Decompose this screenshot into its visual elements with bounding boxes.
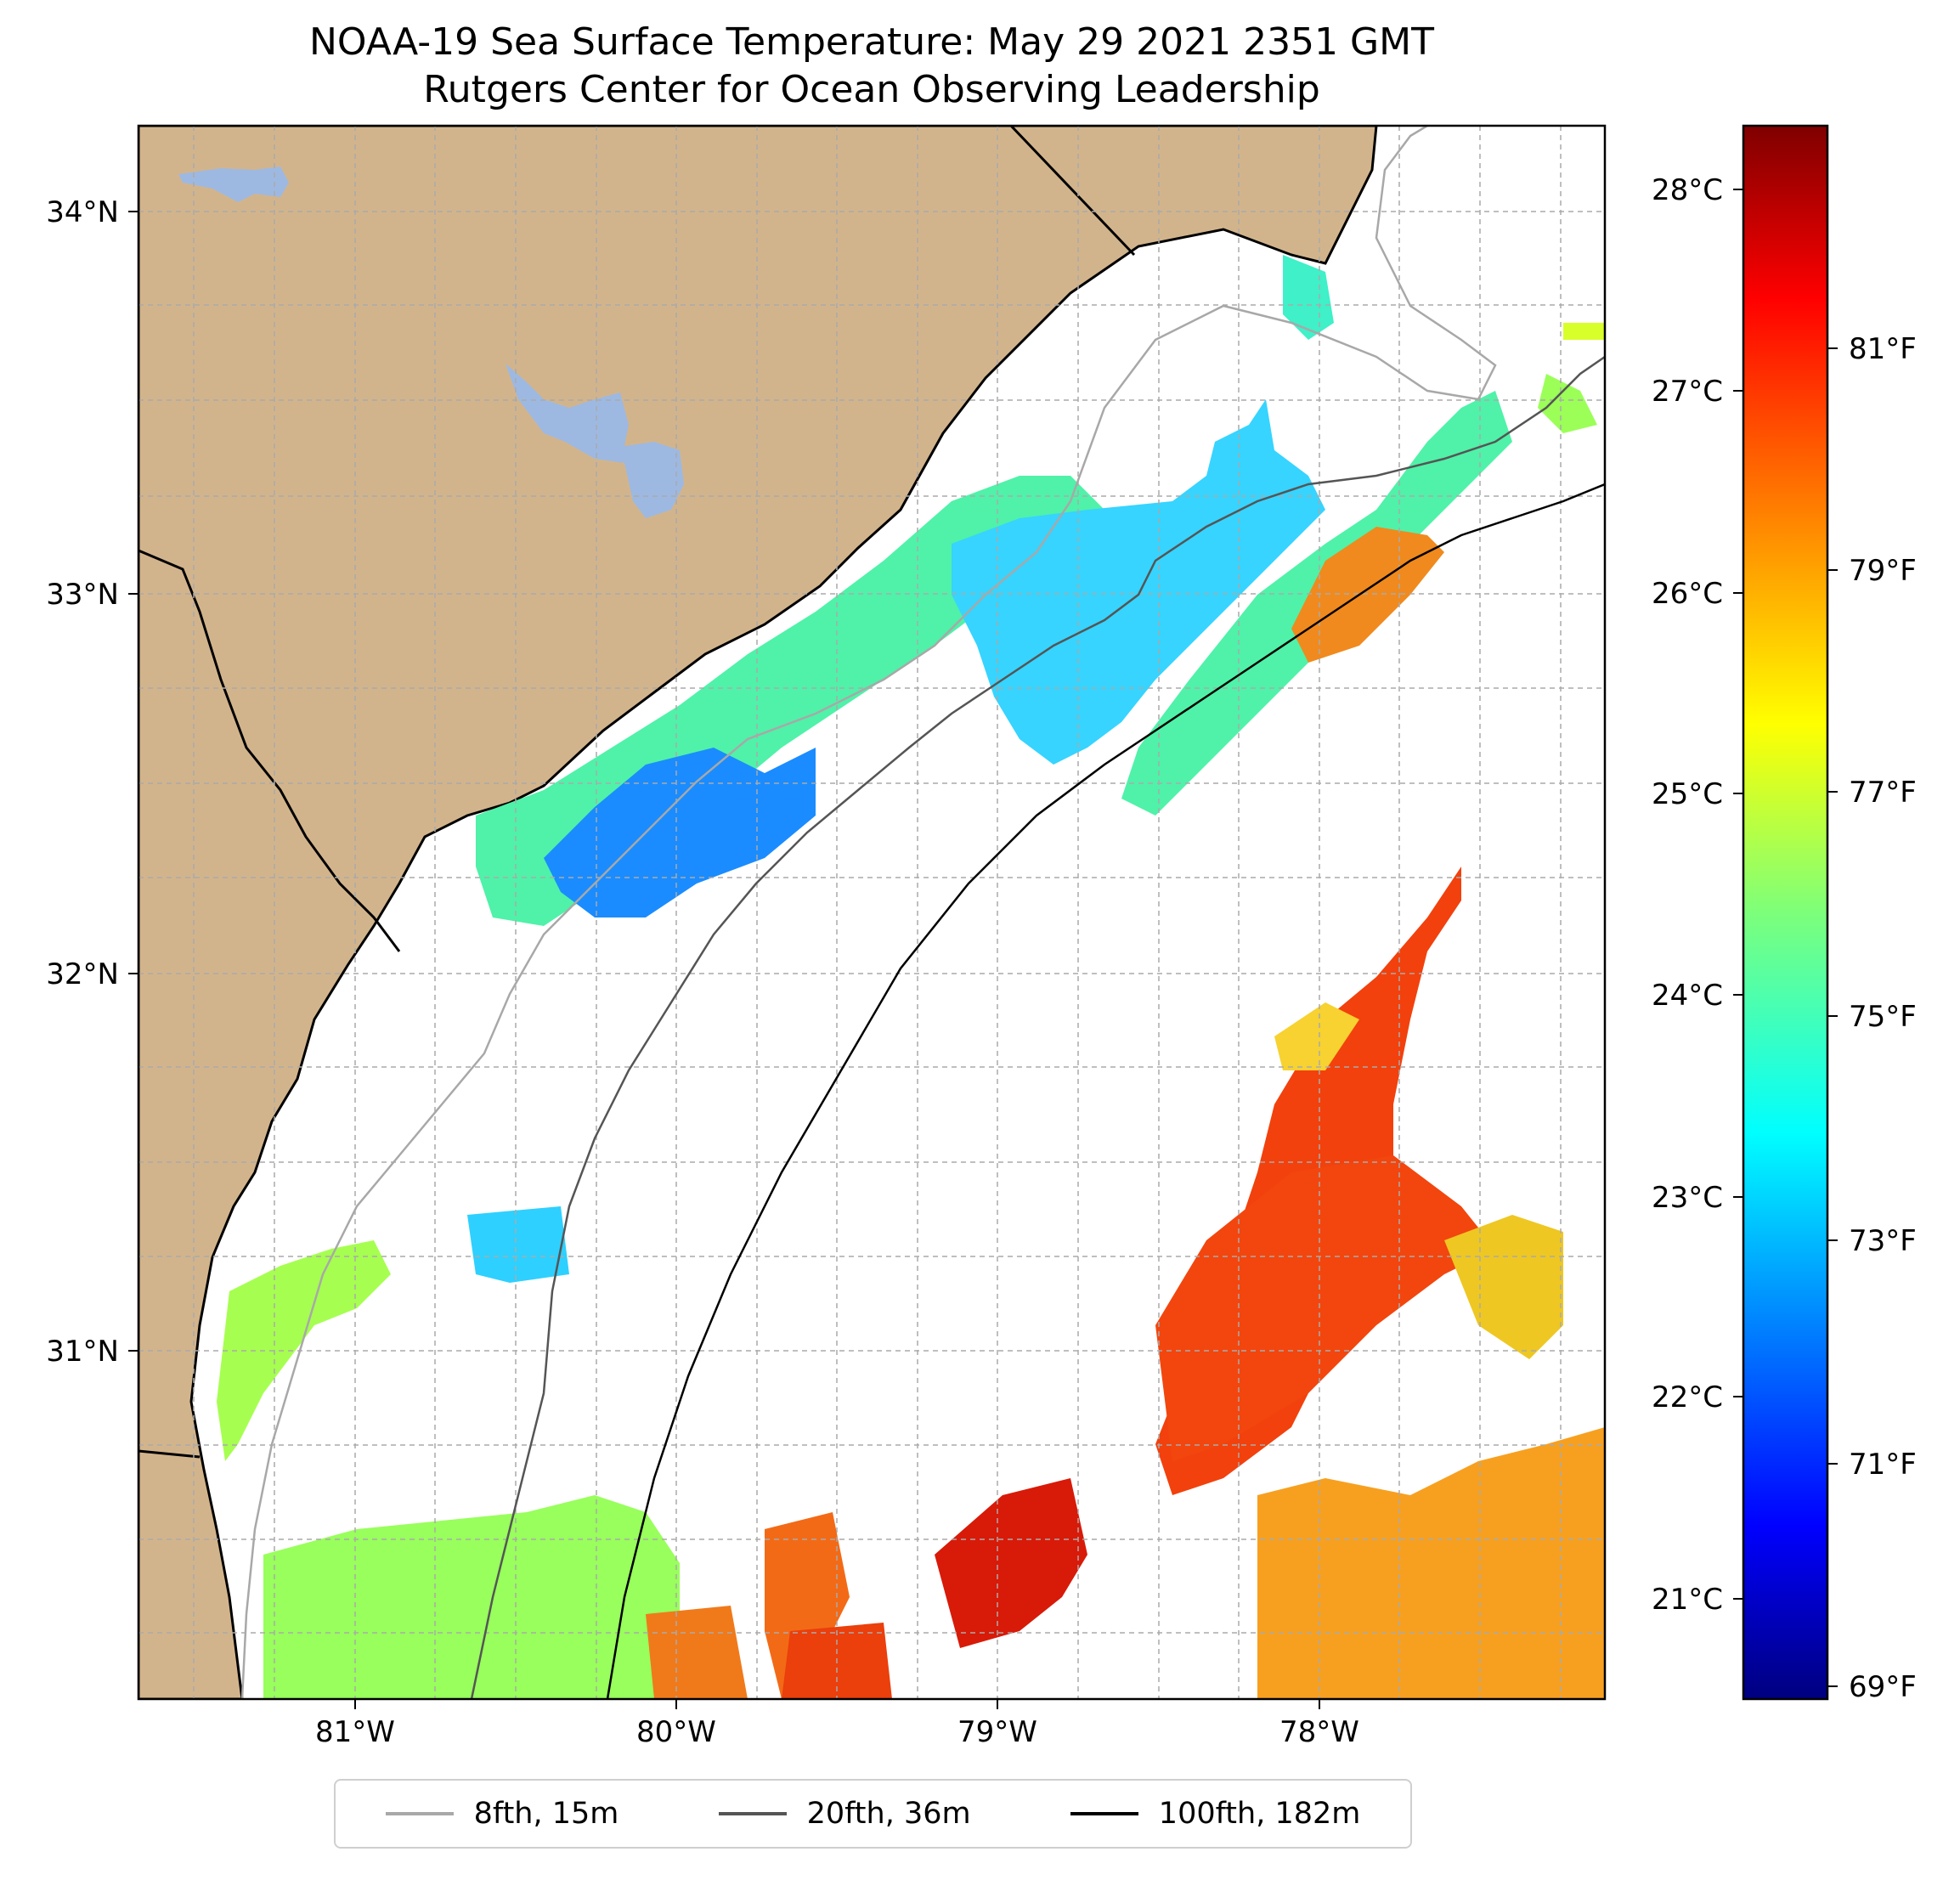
fahrenheit-label: 81°F [1849,332,1917,366]
sst-data-layer [217,255,1605,1699]
lon-label: 78°W [1279,1715,1359,1749]
map-frame [137,124,1607,1701]
celsius-label: 24°C [1652,979,1723,1013]
lon-label: 81°W [315,1715,395,1749]
sst-patch [1155,1155,1495,1461]
celsius-label: 27°C [1652,375,1723,409]
celsius-label: 21°C [1652,1583,1723,1617]
sst-patch [765,1512,850,1699]
sst-patch [935,1478,1087,1648]
map-content [138,126,1605,1699]
legend-entry-20fth: 20fth, 36m [718,1797,971,1831]
colorbar-gradient [1742,124,1829,1701]
sst-patch [263,1495,680,1699]
isobath-legend: 8fth, 15m 20fth, 36m 100fth, 182m [334,1779,1412,1849]
sst-patch [1291,527,1444,663]
state-border [1009,126,1136,257]
lon-axis: 81°W 80°W 79°W 78°W [315,1699,1359,1749]
fahrenheit-label: 69°F [1849,1670,1917,1704]
lat-label: 33°N [46,578,119,612]
legend-entry-8fth: 8fth, 15m [385,1797,619,1831]
land-area [138,126,1378,1699]
gridlines [138,126,1605,1699]
legend-label: 100fth, 182m [1158,1797,1361,1831]
lat-label: 34°N [46,195,119,229]
celsius-label: 23°C [1652,1181,1723,1215]
title-line-2: Rutgers Center for Ocean Observing Leade… [423,68,1320,111]
legend-label: 8fth, 15m [473,1797,619,1831]
chart-title: NOAA-19 Sea Surface Temperature: May 29 … [138,19,1605,114]
legend-entry-100fth: 100fth, 182m [1070,1797,1361,1831]
fahrenheit-label: 73°F [1849,1224,1917,1258]
sst-patch [1563,323,1605,340]
isobath-100fth [606,483,1605,1699]
fahrenheit-label: 71°F [1849,1448,1917,1482]
fahrenheit-label: 79°F [1849,554,1917,588]
celsius-label: 26°C [1652,577,1723,611]
celsius-label: 25°C [1652,777,1723,811]
lat-label: 31°N [46,1335,119,1369]
state-border [138,1449,201,1459]
title-line-1: NOAA-19 Sea Surface Temperature: May 29 … [309,20,1434,64]
celsius-label: 22°C [1652,1380,1723,1414]
sst-patch [952,399,1325,765]
state-border [138,549,401,952]
colorbar: 28°C 27°C 26°C 25°C 24°C 23°C 22°C 21°C … [1652,124,1917,1704]
sst-patch [1283,255,1334,340]
sst-patch [544,748,816,917]
lake-marion [178,167,289,202]
lat-label: 32°N [46,957,119,991]
sst-patch [1274,1002,1359,1070]
sst-patch [467,1206,569,1283]
lon-label: 80°W [636,1715,716,1749]
sst-patch [1444,1215,1563,1359]
legend-line-icon [385,1812,454,1815]
legend-line-icon [1070,1812,1138,1815]
sst-patch [217,1240,391,1461]
lake-moultrie [506,364,684,518]
sst-patch [1257,1427,1605,1699]
legend-line-icon [718,1812,787,1815]
sst-patch [1538,374,1597,433]
legend-label: 20fth, 36m [806,1797,971,1831]
isobath-8fth [240,126,1497,1699]
lat-axis: 34°N 33°N 32°N 31°N [46,195,138,1369]
isobath-20fth [470,355,1605,1699]
fahrenheit-label: 77°F [1849,776,1917,810]
lon-label: 79°W [957,1715,1037,1749]
celsius-label: 28°C [1652,173,1723,207]
fahrenheit-label: 75°F [1849,1000,1917,1034]
sst-patch [646,1606,748,1699]
